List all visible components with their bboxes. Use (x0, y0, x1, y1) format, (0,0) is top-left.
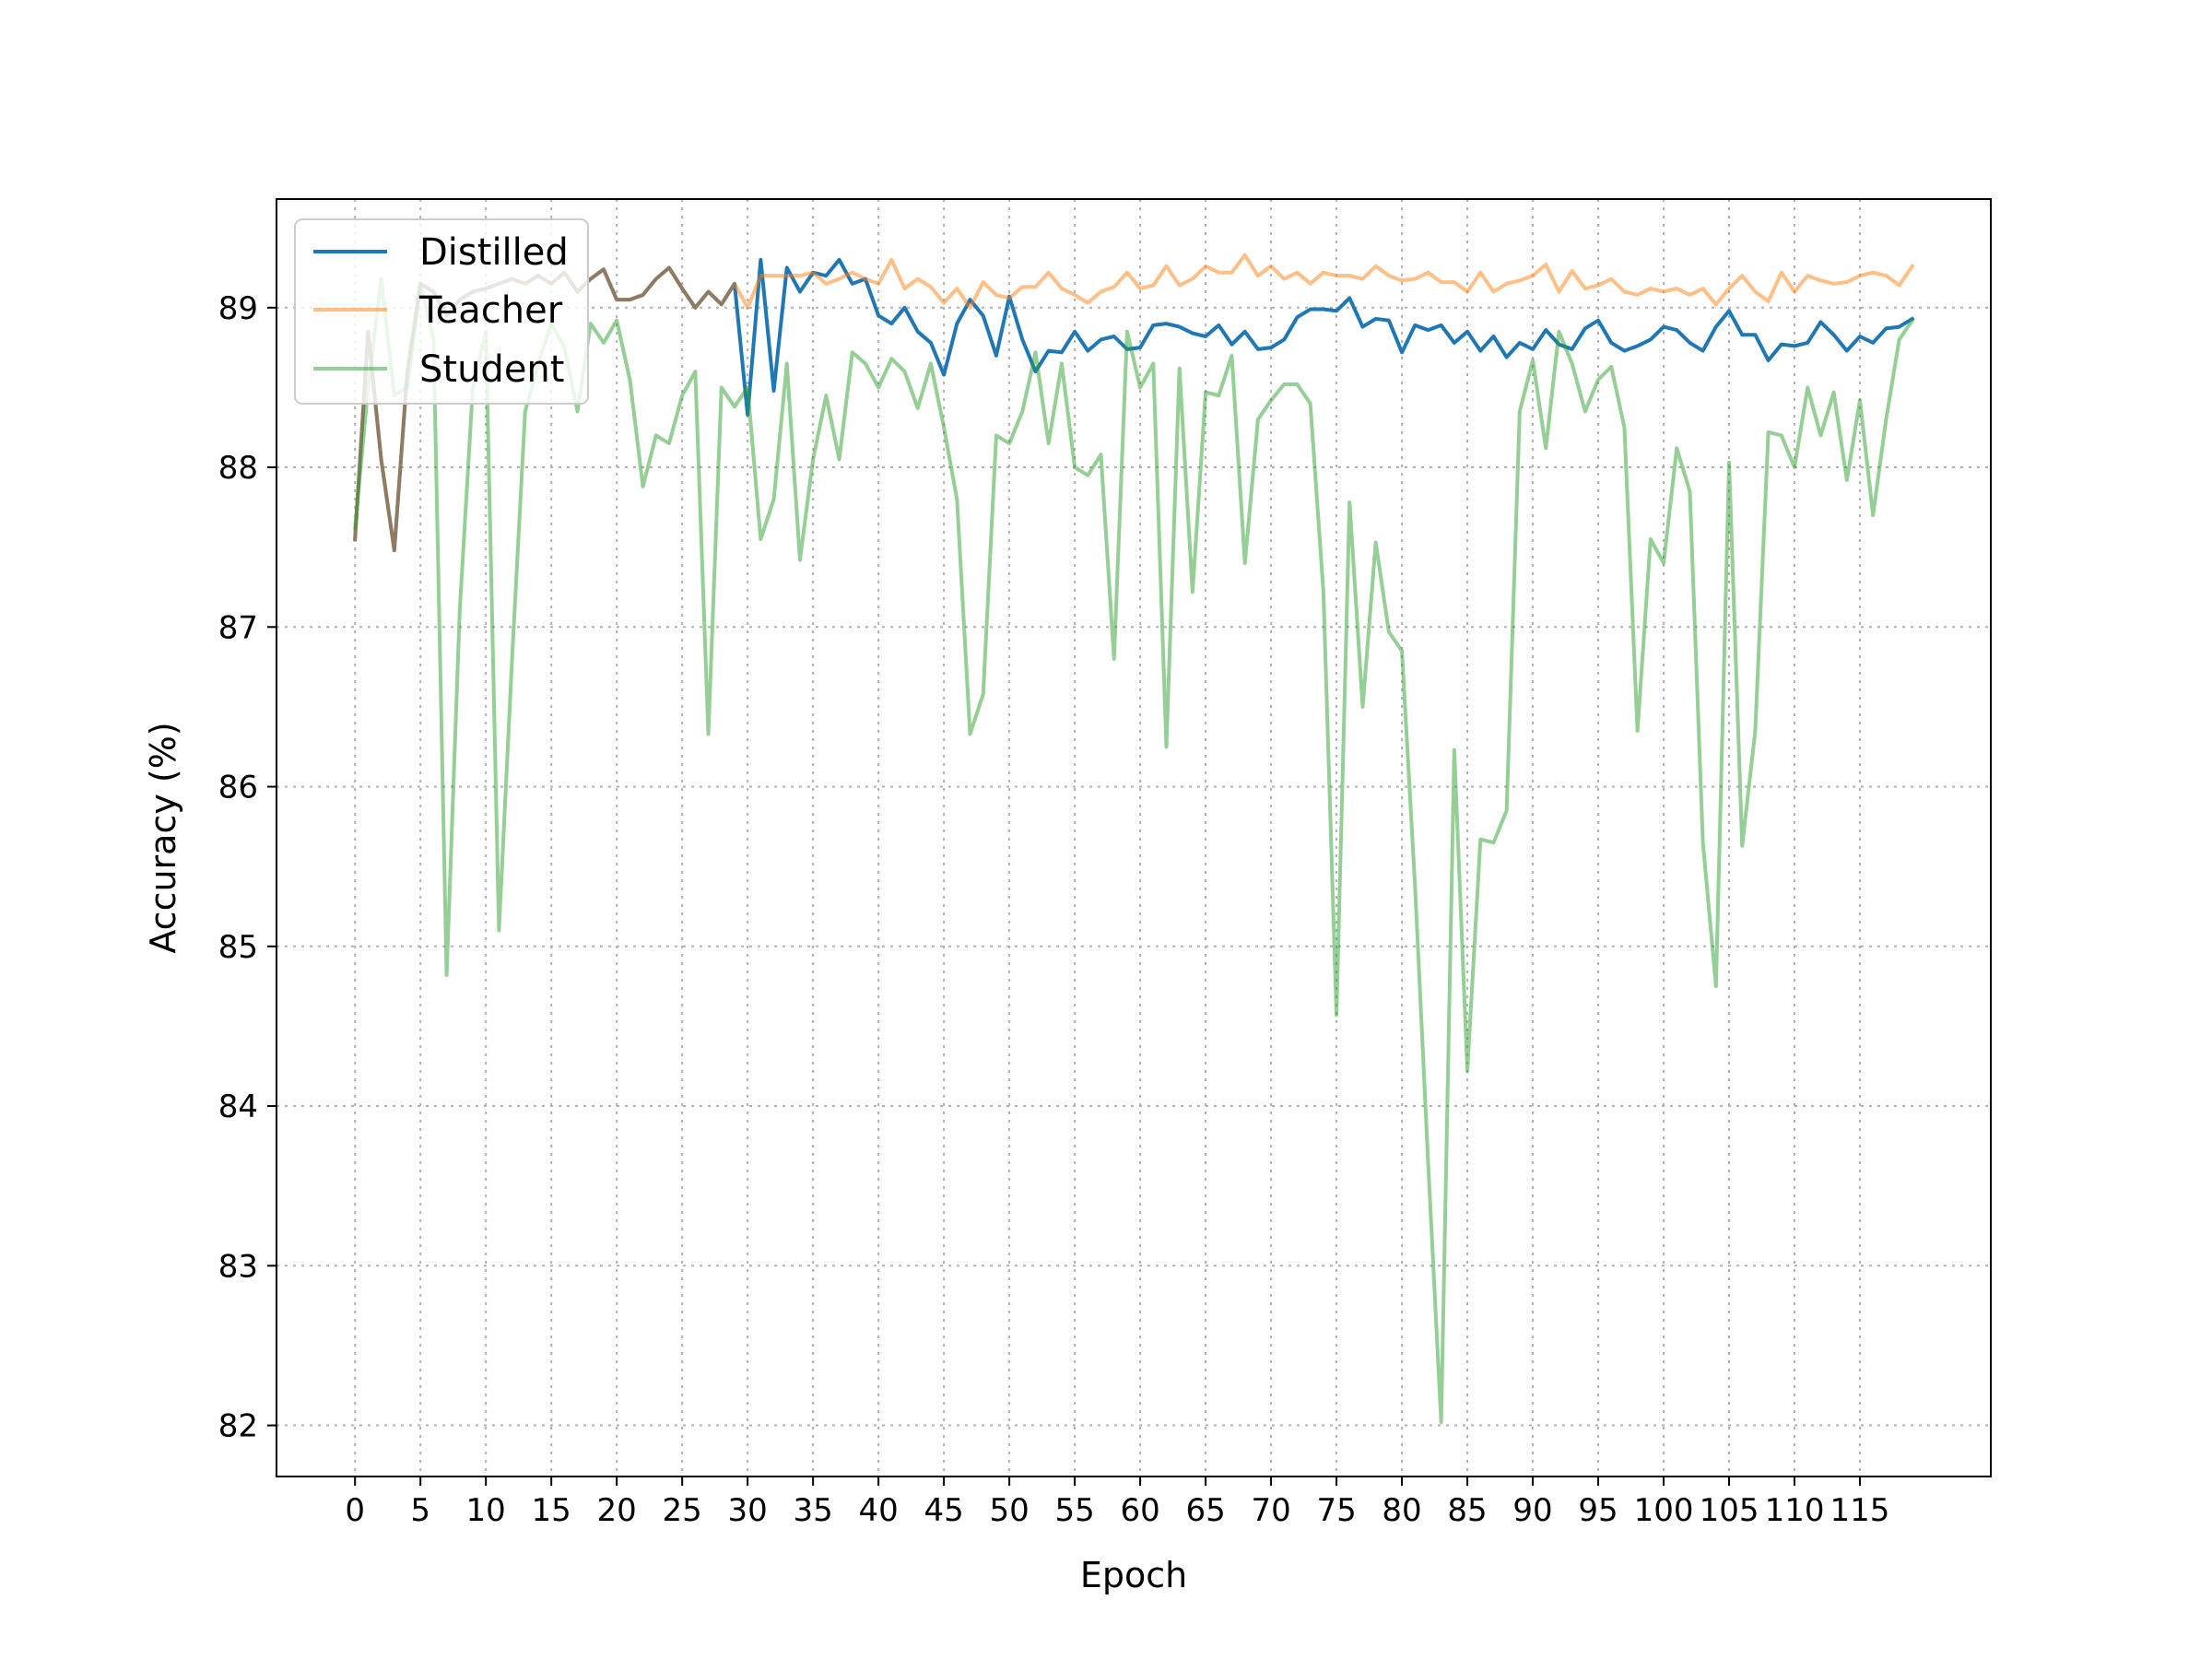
y-tick-label: 82 (218, 1408, 258, 1445)
y-tick-label: 83 (218, 1248, 258, 1285)
legend: Distilled Teacher Student (294, 218, 589, 405)
legend-label-distilled: Distilled (419, 231, 569, 274)
x-tick-label: 20 (597, 1492, 637, 1529)
x-tick-label: 75 (1316, 1492, 1356, 1529)
x-tick-label: 85 (1447, 1492, 1487, 1529)
x-tick-label: 45 (924, 1492, 963, 1529)
y-axis-ticks: 82 83 84 85 86 87 88 89 (218, 290, 276, 1445)
x-tick-label: 35 (794, 1492, 833, 1529)
x-tick-label: 80 (1382, 1492, 1421, 1529)
x-tick-label: 55 (1054, 1492, 1094, 1529)
y-tick-label: 85 (218, 929, 258, 966)
x-tick-label: 25 (663, 1492, 702, 1529)
x-tick-label: 95 (1578, 1492, 1618, 1529)
series-line-student (353, 276, 1915, 1425)
x-tick-label: 50 (989, 1492, 1029, 1529)
x-tick-label: 70 (1251, 1492, 1290, 1529)
y-tick-label: 84 (218, 1088, 258, 1125)
y-tick-label: 89 (218, 290, 258, 327)
x-axis-label: Epoch (1080, 1555, 1187, 1595)
x-tick-label: 65 (1185, 1492, 1225, 1529)
legend-label-student: Student (419, 348, 564, 391)
x-tick-label: 10 (466, 1492, 506, 1529)
y-axis-label: Accuracy (%) (143, 722, 183, 953)
grid (276, 199, 1991, 1477)
x-tick-label: 90 (1512, 1492, 1552, 1529)
plot-frame (276, 198, 1992, 1477)
x-tick-label: 30 (728, 1492, 768, 1529)
x-tick-label: 115 (1830, 1492, 1890, 1529)
x-tick-label: 5 (410, 1492, 430, 1529)
x-axis-ticks: 0 5 10 15 20 25 30 35 40 45 50 55 60 65 70 75 80 85 90 95 10… (345, 1477, 1889, 1529)
legend-label-teacher: Teacher (418, 289, 563, 332)
y-tick-label: 88 (218, 450, 258, 487)
x-tick-label: 15 (532, 1492, 571, 1529)
x-tick-label: 0 (345, 1492, 365, 1529)
x-tick-label: 60 (1120, 1492, 1159, 1529)
y-tick-label: 86 (218, 770, 258, 806)
x-tick-label: 100 (1634, 1492, 1694, 1529)
legend-box (294, 218, 589, 405)
series-line-teacher (353, 253, 1915, 553)
x-tick-label: 110 (1765, 1492, 1825, 1529)
x-tick-label: 40 (858, 1492, 898, 1529)
x-tick-label: 105 (1700, 1492, 1759, 1529)
y-tick-label: 87 (218, 609, 258, 646)
series-lines (353, 253, 1915, 1425)
